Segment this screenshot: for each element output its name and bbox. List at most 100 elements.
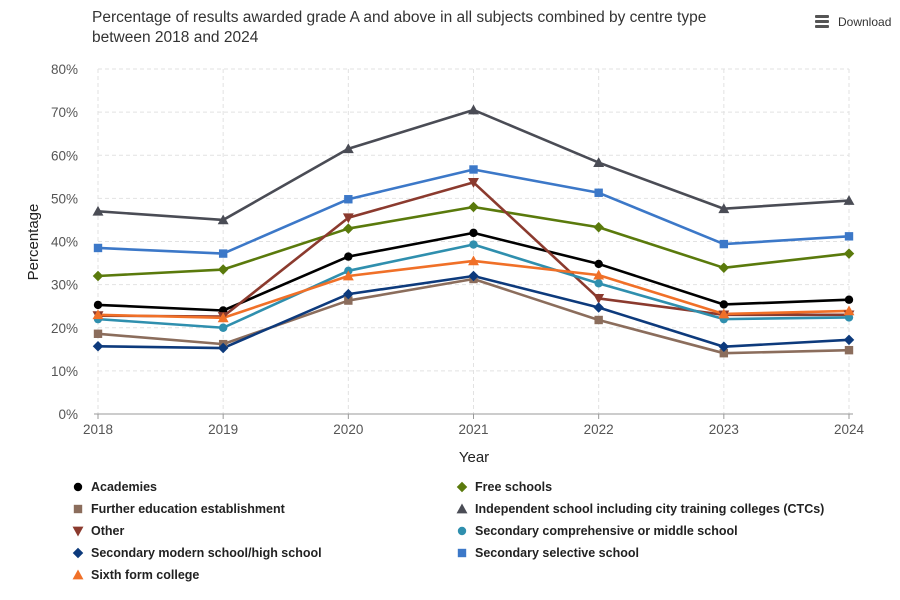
data-point[interactable] — [468, 178, 479, 188]
data-point[interactable] — [217, 264, 229, 275]
y-tick-label: 50% — [51, 191, 78, 206]
x-tick-label: 2019 — [208, 422, 238, 437]
data-point[interactable] — [217, 312, 229, 323]
data-point[interactable] — [218, 323, 228, 332]
x-tick-label: 2020 — [333, 422, 363, 437]
data-point[interactable] — [344, 296, 353, 305]
data-point[interactable] — [344, 195, 353, 204]
data-point[interactable] — [593, 157, 605, 167]
data-point[interactable] — [217, 214, 229, 225]
data-point[interactable] — [719, 300, 729, 309]
data-point[interactable] — [469, 240, 478, 249]
data-point[interactable] — [468, 270, 479, 282]
data-point[interactable] — [844, 345, 854, 355]
legend-marker — [73, 504, 83, 514]
legend-item[interactable]: Academies — [70, 480, 157, 494]
data-point[interactable] — [468, 104, 479, 115]
data-point[interactable] — [468, 201, 479, 213]
y-tick-label: 10% — [51, 364, 78, 379]
y-tick-label: 70% — [51, 105, 78, 120]
axes: 0% 10% 20% 30% 40% 50% 60% 70% 80% 2018 2019 2020 20… — [51, 62, 865, 437]
data-point[interactable] — [93, 300, 103, 310]
data-point[interactable] — [844, 313, 854, 322]
data-point[interactable] — [218, 249, 228, 258]
legend-marker — [72, 526, 84, 537]
legend-label: Secondary modern school/high school — [91, 546, 322, 560]
data-point[interactable] — [92, 205, 104, 216]
data-point[interactable] — [594, 188, 603, 197]
data-point[interactable] — [594, 315, 603, 325]
data-point[interactable] — [468, 255, 479, 266]
x-axis-label: Year — [459, 449, 489, 466]
data-point[interactable] — [93, 243, 103, 253]
legend-label: Independent school including city traini… — [475, 502, 825, 516]
data-point[interactable] — [844, 295, 854, 304]
data-point[interactable] — [217, 342, 229, 354]
data-point[interactable] — [343, 223, 354, 234]
legend-item[interactable]: Further education establishment — [70, 502, 285, 516]
legend-marker — [72, 569, 84, 580]
data-point[interactable] — [843, 195, 855, 205]
data-point[interactable] — [343, 288, 354, 300]
data-point[interactable] — [718, 341, 730, 352]
legend-label: Secondary selective school — [475, 546, 639, 560]
data-point[interactable] — [843, 334, 855, 346]
legend-label: Free schools — [475, 480, 553, 494]
data-point[interactable] — [342, 213, 354, 224]
download-button[interactable]: Download — [815, 13, 891, 30]
x-tick-label: 2024 — [834, 422, 865, 437]
data-point[interactable] — [469, 165, 478, 174]
data-point[interactable] — [844, 232, 854, 241]
data-point[interactable] — [593, 302, 604, 313]
legend-label: Other — [91, 524, 125, 538]
data-point[interactable] — [92, 309, 104, 320]
legend-symbol — [457, 548, 467, 558]
data-point[interactable] — [594, 279, 603, 288]
data-point[interactable] — [718, 262, 730, 274]
data-point[interactable] — [719, 239, 729, 249]
chart-title: Percentage of results awarded grade A an… — [92, 9, 707, 46]
x-tick-label: 2021 — [458, 422, 488, 437]
data-point[interactable] — [843, 248, 855, 259]
legend-marker — [457, 526, 467, 536]
data-point[interactable] — [469, 228, 478, 238]
legend-item[interactable]: Free schools — [454, 480, 552, 494]
data-point[interactable] — [93, 329, 103, 338]
legend-item[interactable]: Sixth form college — [70, 568, 199, 582]
data-point[interactable] — [593, 269, 605, 280]
legend-symbol — [73, 504, 83, 514]
legend-item[interactable]: Secondary selective school — [454, 546, 639, 560]
data-point[interactable] — [593, 222, 604, 233]
legend-label: Academies — [91, 480, 158, 494]
data-point[interactable] — [344, 252, 353, 261]
data-point[interactable] — [594, 259, 603, 269]
legend-label: Further education establishment — [91, 502, 285, 516]
data-point[interactable] — [92, 341, 104, 352]
data-point[interactable] — [719, 348, 729, 358]
data-point[interactable] — [718, 203, 730, 214]
data-point[interactable] — [593, 294, 605, 304]
legend-item[interactable]: Other — [70, 524, 124, 538]
legend-marker — [73, 482, 83, 492]
data-point[interactable] — [342, 270, 354, 281]
y-axis-label: Percentage — [25, 204, 42, 281]
data-point[interactable] — [342, 143, 354, 154]
legend-marker — [72, 547, 84, 559]
legend-symbol — [72, 569, 84, 580]
x-tick-label: 2022 — [584, 422, 614, 437]
legend-marker — [456, 481, 468, 493]
legend-marker — [456, 503, 468, 514]
y-tick-label: 20% — [51, 321, 78, 336]
legend-item[interactable]: Secondary modern school/high school — [70, 546, 322, 560]
y-tick-label: 60% — [51, 148, 78, 163]
data-point[interactable] — [92, 270, 104, 282]
legend-item[interactable]: Secondary comprehensive or middle school — [454, 524, 738, 538]
legend-item[interactable]: Independent school including city traini… — [454, 502, 824, 516]
legend-symbol — [72, 547, 84, 559]
data-point[interactable] — [718, 308, 730, 319]
legend-marker — [457, 548, 467, 558]
x-tick-label: 2023 — [709, 422, 739, 437]
data-point[interactable] — [843, 305, 855, 316]
y-tick-label: 30% — [51, 278, 78, 293]
legend-label: Sixth form college — [91, 568, 200, 582]
